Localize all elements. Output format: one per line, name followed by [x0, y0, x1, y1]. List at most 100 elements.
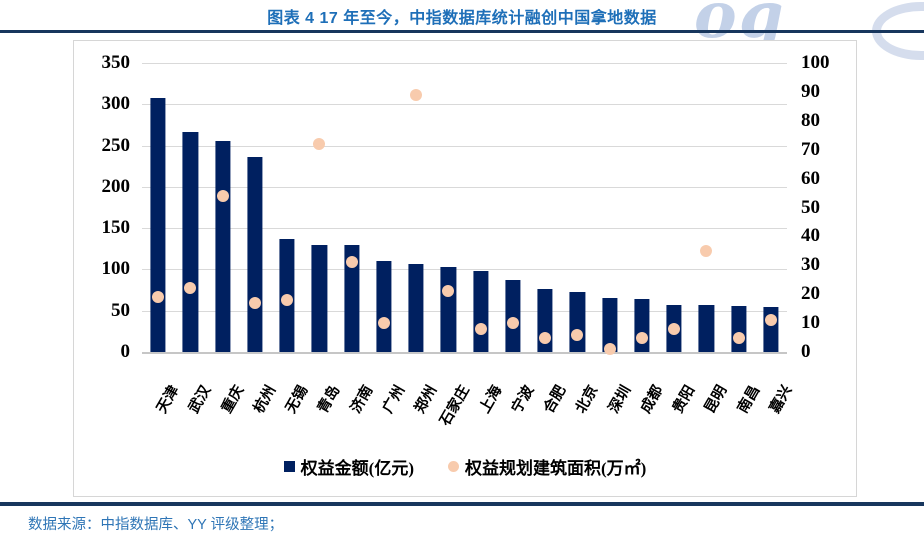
right-axis-tick: 90 [801, 80, 820, 102]
bar-广州 [376, 261, 392, 352]
left-axis-tick: 300 [101, 93, 131, 115]
x-label-text: 广州 [379, 383, 409, 417]
dot-重庆 [216, 189, 229, 202]
right-axis-tick: 100 [801, 52, 830, 73]
x-label-text: 武汉 [186, 383, 215, 417]
source-note: 数据来源：中指数据库、YY 评级整理； [28, 517, 284, 533]
bar-北京 [569, 291, 585, 352]
category-贵阳 [658, 63, 690, 352]
bar-郑州 [408, 263, 424, 352]
bar-深圳 [602, 298, 618, 352]
bar-南昌 [731, 305, 747, 352]
category-合肥 [529, 63, 561, 352]
x-label-text: 宁波 [508, 383, 538, 417]
x-label-text: 深圳 [605, 383, 634, 417]
dot-济南 [345, 256, 358, 269]
x-label-text: 成都 [637, 383, 667, 417]
bar-成都 [634, 299, 650, 352]
dot-嘉兴 [764, 314, 777, 327]
dot-北京 [571, 328, 584, 341]
legend-label: 权益规划建筑面积(万㎡) [465, 459, 647, 478]
x-label-text: 合肥 [541, 383, 570, 417]
x-label-text: 北京 [573, 383, 602, 417]
x-label-text: 天津 [154, 383, 183, 417]
dot-宁波 [506, 317, 519, 330]
dot-天津 [152, 291, 165, 304]
gridline-350 [142, 63, 787, 64]
category-深圳 [594, 63, 626, 356]
category-武汉 [174, 63, 206, 352]
dot-广州 [377, 317, 390, 330]
gridline-100 [142, 269, 787, 271]
left-axis-tick: 0 [120, 341, 131, 362]
category-广州 [368, 63, 400, 352]
dot-昆明 [700, 244, 713, 257]
category-重庆 [207, 63, 239, 352]
category-无锡 [271, 63, 303, 352]
dot-贵阳 [668, 322, 681, 335]
category-嘉兴 [755, 63, 787, 352]
bar-武汉 [182, 132, 198, 352]
dot-上海 [474, 322, 487, 335]
category-成都 [626, 63, 658, 352]
dot-无锡 [281, 293, 294, 306]
dot-武汉 [184, 282, 197, 295]
right-axis: 100 90 80 70 60 50 40 30 20 10 0 [801, 52, 851, 362]
left-axis-tick: 50 [111, 299, 130, 321]
right-axis-tick: 0 [801, 341, 811, 362]
legend-item-bar-series: 权益金额(亿元) [283, 454, 414, 479]
left-axis: 350 300 250 200 150 100 50 0 [84, 52, 131, 362]
gridline-150 [142, 228, 787, 230]
category-昆明 [690, 63, 722, 352]
x-label-text: 贵阳 [670, 383, 699, 417]
bar-青岛 [311, 244, 327, 352]
bar-济南 [344, 244, 360, 352]
category-青岛 [303, 63, 335, 352]
scatter-series-swatch-icon [448, 461, 459, 472]
category-上海 [465, 63, 497, 352]
x-label-text: 南昌 [734, 383, 763, 417]
category-郑州 [400, 63, 432, 352]
bar-宁波 [505, 280, 521, 352]
category-石家庄 [432, 63, 464, 352]
header-divider [0, 30, 924, 33]
dot-南昌 [732, 331, 745, 344]
category-天津 [142, 63, 174, 352]
bar-昆明 [698, 304, 714, 352]
x-label-text: 无锡 [283, 383, 312, 417]
left-axis-tick: 200 [101, 175, 131, 197]
category-南昌 [723, 63, 755, 352]
dot-石家庄 [442, 285, 455, 298]
right-axis-tick: 70 [801, 138, 820, 160]
x-label-text: 上海 [476, 383, 505, 417]
dot-深圳 [603, 343, 616, 356]
legend-label: 权益金额(亿元) [300, 459, 414, 478]
dot-杭州 [248, 296, 261, 309]
category-杭州 [239, 63, 271, 352]
left-axis-tick: 100 [101, 258, 131, 280]
right-axis-tick: 20 [801, 283, 820, 305]
plot-area: 天津 武汉 重庆 杭州 无锡 青岛 济南 广州 郑州 石家庄 上海 宁波 合肥 北京 深圳 成都 贵阳 昆明 南昌嘉… [142, 63, 795, 429]
x-label-text: 重庆 [218, 383, 247, 417]
bar-天津 [150, 97, 166, 352]
x-label-text: 石家庄 [437, 383, 473, 429]
gridline-250 [142, 145, 787, 147]
x-label-text: 青岛 [315, 383, 344, 417]
right-axis-tick: 50 [801, 196, 820, 218]
legend-item-scatter-series: 权益规划建筑面积(万㎡) [448, 454, 646, 479]
left-axis-tick: 250 [101, 134, 131, 156]
footer-divider [0, 502, 924, 506]
dot-郑州 [410, 88, 423, 101]
gridline-300 [142, 104, 787, 106]
left-axis-tick: 350 [101, 52, 131, 73]
legend: 权益金额(亿元) 权益规划建筑面积(万㎡) [74, 454, 856, 479]
chart-area: 天津 武汉 重庆 杭州 无锡 青岛 济南 广州 郑州 石家庄 上海 宁波 合肥 北京 深圳 成都 贵阳 昆明 南昌嘉… [73, 40, 857, 497]
gridline-50 [142, 310, 787, 312]
gridline-200 [142, 186, 787, 188]
left-axis-tick: 150 [101, 217, 131, 239]
right-axis-tick: 30 [801, 254, 820, 276]
right-axis-tick: 80 [801, 109, 820, 131]
right-axis-tick: 10 [801, 312, 820, 334]
dot-青岛 [313, 137, 326, 150]
